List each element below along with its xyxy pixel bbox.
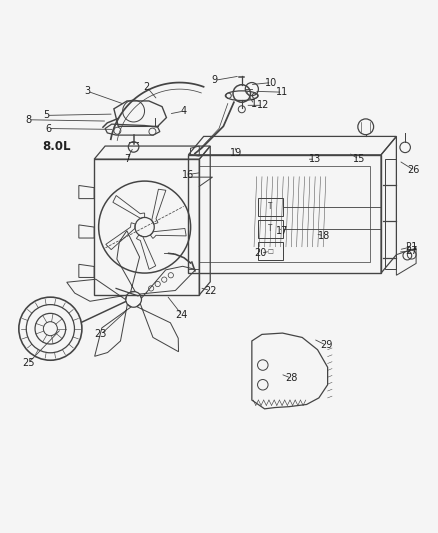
Text: T: T: [268, 224, 272, 233]
Text: 20: 20: [254, 248, 267, 259]
Text: □: □: [267, 249, 273, 254]
Text: 25: 25: [22, 358, 35, 368]
Text: 5: 5: [43, 110, 49, 120]
Text: 12: 12: [257, 100, 269, 110]
Text: 2: 2: [144, 82, 150, 92]
Text: 19: 19: [230, 148, 243, 158]
Text: 17: 17: [276, 227, 289, 237]
Bar: [94, 159, 199, 295]
Bar: [199, 166, 370, 262]
Text: 27: 27: [406, 246, 418, 256]
Text: 7: 7: [124, 154, 130, 164]
Text: T: T: [268, 203, 272, 212]
Text: 3: 3: [85, 86, 91, 96]
Text: 26: 26: [408, 165, 420, 175]
Text: 21: 21: [406, 242, 418, 252]
Text: 8.0L: 8.0L: [42, 140, 71, 152]
Text: 22: 22: [204, 286, 216, 296]
Text: 4: 4: [181, 106, 187, 116]
Text: 23: 23: [95, 329, 107, 340]
Text: 29: 29: [320, 341, 332, 350]
Bar: [258, 220, 283, 238]
Text: 24: 24: [176, 310, 188, 320]
Text: 10: 10: [265, 77, 278, 87]
Text: 18: 18: [318, 231, 330, 241]
Text: 13: 13: [309, 154, 321, 164]
Text: 8: 8: [25, 115, 32, 125]
Text: 16: 16: [182, 169, 194, 180]
Text: 9: 9: [212, 75, 218, 85]
Text: 1: 1: [251, 100, 257, 109]
Bar: [258, 198, 283, 216]
Text: 11: 11: [276, 87, 289, 97]
Text: 28: 28: [285, 373, 297, 383]
Bar: [188, 155, 381, 273]
Text: 6: 6: [45, 124, 51, 134]
Text: 15: 15: [353, 154, 365, 164]
Bar: [258, 243, 283, 260]
